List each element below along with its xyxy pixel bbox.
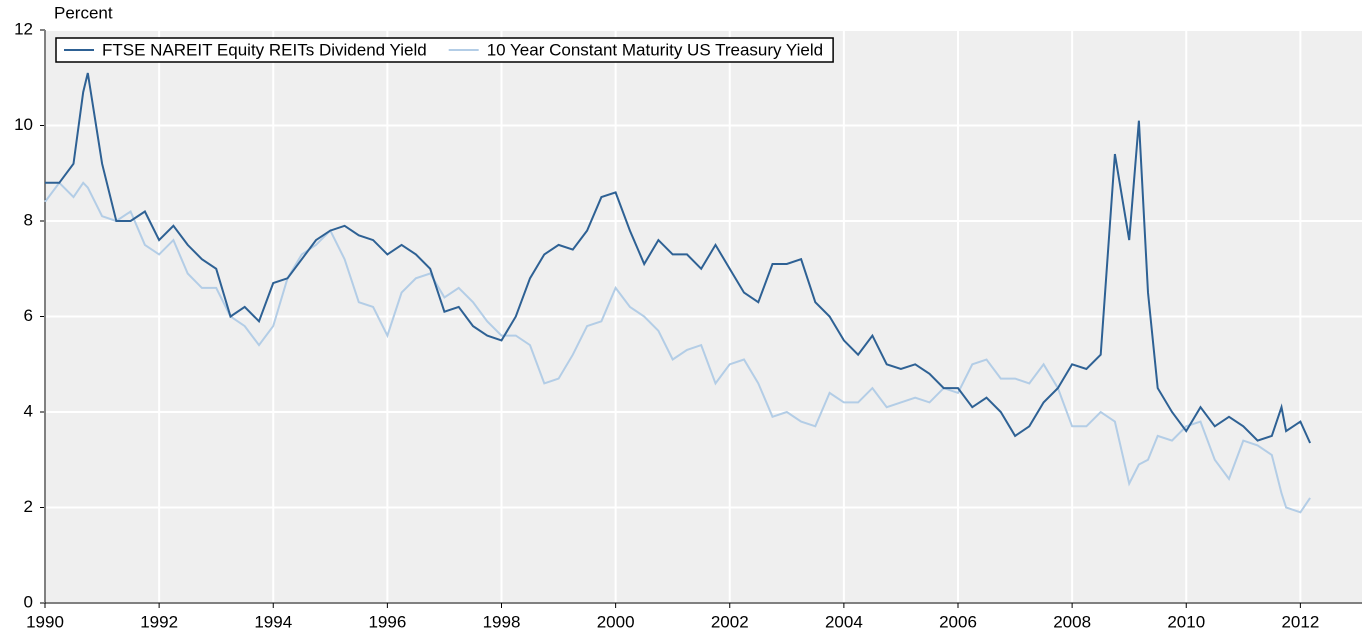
x-tick-label: 2008 [1053, 612, 1091, 631]
y-tick-label: 2 [24, 497, 33, 516]
x-tick-label: 2002 [711, 612, 749, 631]
x-tick-label: 2000 [597, 612, 635, 631]
x-tick-label: 1992 [140, 612, 178, 631]
x-tick-label: 1994 [254, 612, 292, 631]
y-tick-label: 8 [24, 210, 33, 229]
series-line [45, 72, 1312, 444]
y-axis-label: Percent [54, 3, 113, 22]
x-tick-label: 1996 [368, 612, 406, 631]
y-tick-label: 0 [24, 592, 33, 611]
legend-label: 10 Year Constant Maturity US Treasury Yi… [487, 40, 823, 59]
x-tick-label: 1998 [483, 612, 521, 631]
y-tick-label: 12 [14, 19, 33, 38]
legend-label: FTSE NAREIT Equity REITs Dividend Yield [102, 40, 427, 59]
y-tick-label: 10 [14, 115, 33, 134]
x-tick-label: 2010 [1167, 612, 1205, 631]
legend-box [55, 37, 834, 63]
x-tick-label: 2012 [1281, 612, 1319, 631]
y-tick-label: 4 [24, 401, 33, 420]
x-tick-label: 1990 [26, 612, 64, 631]
y-tick-label: 6 [24, 306, 33, 325]
series-line [44, 181, 1311, 514]
x-tick-label: 2004 [825, 612, 863, 631]
x-tick-label: 2006 [939, 612, 977, 631]
